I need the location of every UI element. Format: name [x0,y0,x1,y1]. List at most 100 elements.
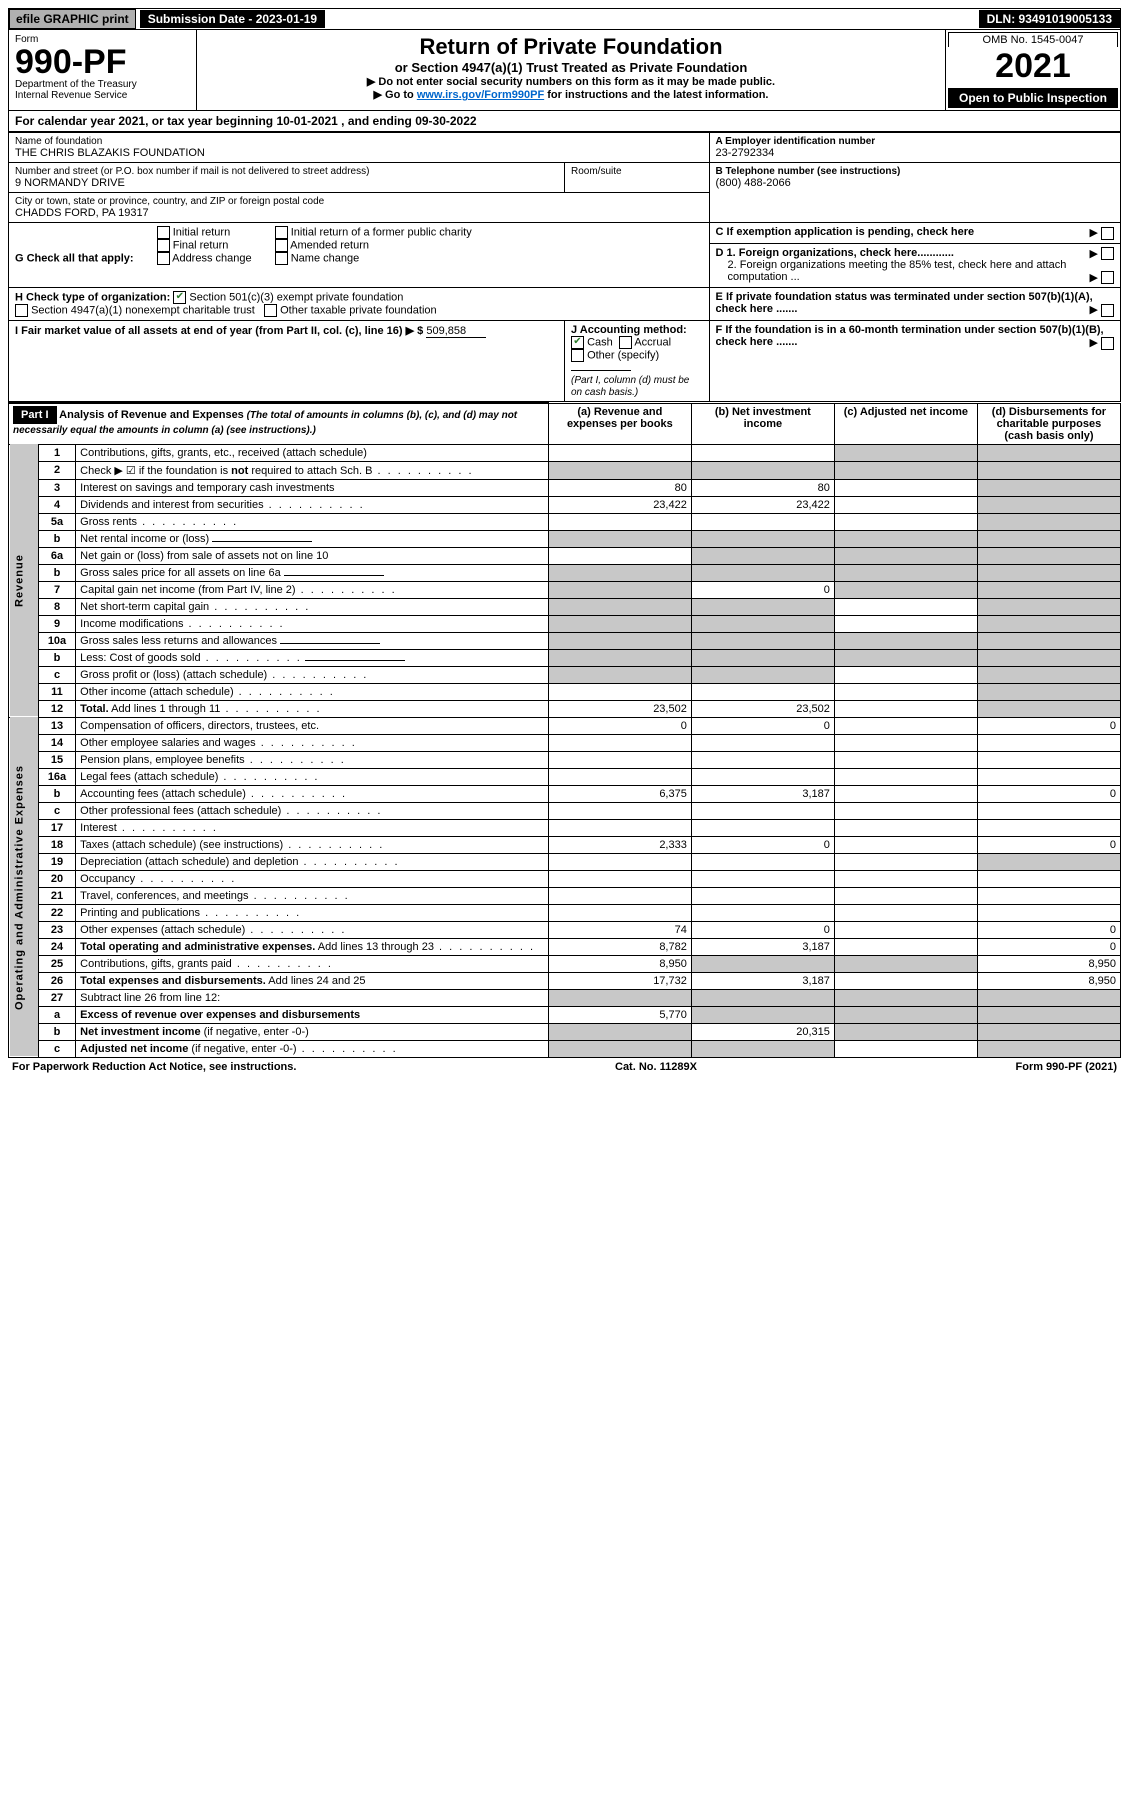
ein-label: A Employer identification number [716,136,1114,147]
line-number: 27 [38,989,75,1006]
cell-c [834,768,977,785]
g-amended-checkbox[interactable] [275,239,288,252]
cell-a [548,768,691,785]
j-cash-checkbox[interactable] [571,336,584,349]
line-desc: Dividends and interest from securities [76,496,549,513]
line-desc: Accounting fees (attach schedule) [76,785,549,802]
dept-line2: Internal Revenue Service [15,90,190,101]
table-row: 16aLegal fees (attach schedule) [9,768,1121,785]
line-desc: Less: Cost of goods sold [76,649,549,666]
cell-a [548,887,691,904]
cell-a [548,649,691,666]
cell-d [977,700,1120,717]
cell-b [691,768,834,785]
table-row: 8Net short-term capital gain [9,598,1121,615]
line-number: c [38,666,75,683]
cell-a [548,853,691,870]
j-accrual-checkbox[interactable] [619,336,632,349]
line-desc: Total operating and administrative expen… [76,938,549,955]
cell-a: 6,375 [548,785,691,802]
form-link[interactable]: www.irs.gov/Form990PF [417,89,544,101]
form-title: Return of Private Foundation [205,34,937,60]
cell-a [548,547,691,564]
h-4947-checkbox[interactable] [15,304,28,317]
cell-a [548,666,691,683]
form-header: Form 990-PF Department of the Treasury I… [8,30,1121,111]
table-row: 11Other income (attach schedule) [9,683,1121,700]
cell-b [691,751,834,768]
f-checkbox[interactable] [1101,337,1114,350]
open-inspection: Open to Public Inspection [948,88,1118,108]
h-501c3-checkbox[interactable] [173,291,186,304]
cell-b: 3,187 [691,972,834,989]
i-value: 509,858 [426,325,486,338]
cell-b [691,683,834,700]
g-initial-checkbox[interactable] [157,226,170,239]
line-desc: Printing and publications [76,904,549,921]
line-desc: Gross sales price for all assets on line… [76,564,549,581]
efile-button[interactable]: efile GRAPHIC print [9,9,136,29]
table-row: bAccounting fees (attach schedule)6,3753… [9,785,1121,802]
d2-checkbox[interactable] [1101,271,1114,284]
e-checkbox[interactable] [1101,304,1114,317]
cell-b [691,955,834,972]
d1-checkbox[interactable] [1101,247,1114,260]
h-other-checkbox[interactable] [264,304,277,317]
cell-a [548,870,691,887]
table-row: 27Subtract line 26 from line 12: [9,989,1121,1006]
cell-a [548,513,691,530]
table-row: 6aNet gain or (loss) from sale of assets… [9,547,1121,564]
cell-c [834,819,977,836]
line-desc: Pension plans, employee benefits [76,751,549,768]
line-number: b [38,564,75,581]
j-other-checkbox[interactable] [571,349,584,362]
cell-d [977,513,1120,530]
cell-c [834,649,977,666]
g-initial-former-checkbox[interactable] [275,226,288,239]
table-row: 22Printing and publications [9,904,1121,921]
table-row: 5aGross rents [9,513,1121,530]
room-label: Room/suite [571,166,703,177]
line-number: 24 [38,938,75,955]
revenue-label: Revenue [9,444,39,717]
part1-title: Analysis of Revenue and Expenses [59,409,244,421]
cell-c [834,802,977,819]
g-name-checkbox[interactable] [275,252,288,265]
cell-d [977,989,1120,1006]
tax-year: 2021 [948,47,1118,86]
col-d-header: (d) Disbursements for charitable purpose… [977,403,1120,444]
line-number: 21 [38,887,75,904]
cell-b [691,870,834,887]
table-row: cGross profit or (loss) (attach schedule… [9,666,1121,683]
cell-c [834,581,977,598]
line-desc: Legal fees (attach schedule) [76,768,549,785]
cell-c [834,496,977,513]
i-label: I Fair market value of all assets at end… [15,325,423,337]
line-number: 19 [38,853,75,870]
d1-label: D 1. Foreign organizations, check here..… [716,247,954,259]
g-addr-checkbox[interactable] [157,252,170,265]
cell-c [834,632,977,649]
line-desc: Other professional fees (attach schedule… [76,802,549,819]
cell-a [548,734,691,751]
phone-label: B Telephone number (see instructions) [716,166,1114,177]
cell-d [977,683,1120,700]
c-checkbox[interactable] [1101,227,1114,240]
cell-d [977,598,1120,615]
g-final-checkbox[interactable] [157,239,170,252]
cell-d [977,615,1120,632]
cell-b [691,887,834,904]
table-row: 17Interest [9,819,1121,836]
line-number: 10a [38,632,75,649]
table-row: 19Depreciation (attach schedule) and dep… [9,853,1121,870]
addr-value: 9 NORMANDY DRIVE [15,177,558,189]
cell-c [834,887,977,904]
table-row: 21Travel, conferences, and meetings [9,887,1121,904]
name-label: Name of foundation [15,136,703,147]
line-desc: Income modifications [76,615,549,632]
line-desc: Check ▶ ☑ if the foundation is not requi… [76,461,549,479]
instr-2: ▶ Go to www.irs.gov/Form990PF for instru… [205,88,937,101]
line-desc: Adjusted net income (if negative, enter … [76,1040,549,1057]
cell-a [548,461,691,479]
cell-a: 17,732 [548,972,691,989]
